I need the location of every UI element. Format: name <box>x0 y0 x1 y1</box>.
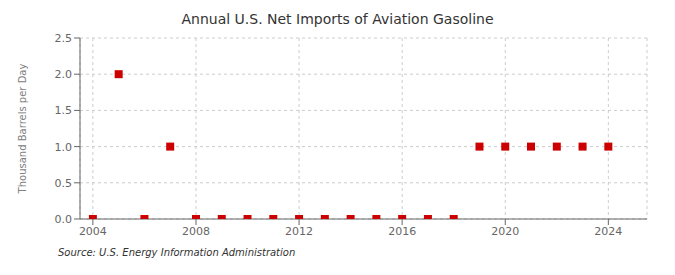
svg-text:2008: 2008 <box>182 225 210 238</box>
svg-text:2004: 2004 <box>79 225 107 238</box>
svg-text:Thousand Barrels per Day: Thousand Barrels per Day <box>17 64 28 195</box>
svg-text:0.0: 0.0 <box>55 213 73 226</box>
svg-text:2024: 2024 <box>594 225 622 238</box>
svg-text:2020: 2020 <box>491 225 519 238</box>
svg-text:0.5: 0.5 <box>55 177 73 190</box>
svg-text:1.0: 1.0 <box>55 141 73 154</box>
html-text:Source: U.S. Energy Informatio: Source: U.S. Energy Information Administ… <box>58 247 296 258</box>
svg-text:2.5: 2.5 <box>55 32 73 45</box>
html-text:Annual U.S. Net Imports of Avi: Annual U.S. Net Imports of Aviation Gaso… <box>181 11 494 27</box>
svg-text:2016: 2016 <box>388 225 416 238</box>
svg-text:1.5: 1.5 <box>55 104 73 117</box>
svg-text:2012: 2012 <box>285 225 313 238</box>
svg-text:2.0: 2.0 <box>55 68 73 81</box>
